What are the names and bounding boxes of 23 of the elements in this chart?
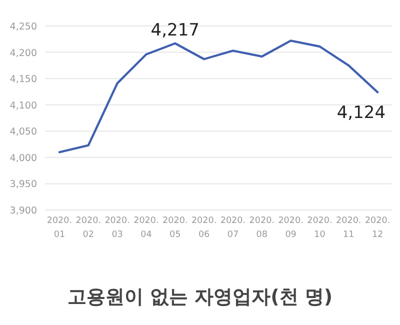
x-tick-label: 2020. 09 — [278, 216, 304, 240]
y-tick-label: 4,150 — [10, 74, 37, 86]
y-tick-label: 4,000 — [10, 152, 37, 164]
x-tick-label: 2020. 03 — [104, 216, 130, 240]
x-tick-label: 2020. 02 — [76, 216, 101, 240]
data-label: 4,124 — [336, 103, 386, 124]
data-label: 4,217 — [150, 20, 200, 40]
x-tick-label: 2020. 11 — [336, 216, 362, 240]
x-tick-label: 2020. 07 — [220, 216, 246, 240]
text: 고용원이 없는 자영업자(천 명) — [67, 286, 333, 308]
y-tick-label: 4,050 — [10, 126, 37, 138]
x-tick-label: 2020. 05 — [162, 216, 188, 240]
x-tick-label: 2020. 01 — [46, 216, 72, 240]
x-tick-label: 2020. 12 — [364, 216, 390, 240]
y-tick-label: 3,900 — [10, 206, 37, 216]
y-tick-label: 4,250 — [10, 22, 37, 32]
x-tick-label: 2020. 04 — [134, 216, 159, 240]
x-tick-label: 2020. 08 — [249, 216, 274, 240]
y-tick-label: 4,200 — [10, 48, 37, 59]
y-tick-label: 4,100 — [10, 100, 37, 112]
y-tick-label: 3,950 — [10, 179, 37, 190]
x-tick-label: 2020. 10 — [307, 216, 332, 240]
x-tick-label: 2020. 06 — [191, 216, 217, 240]
